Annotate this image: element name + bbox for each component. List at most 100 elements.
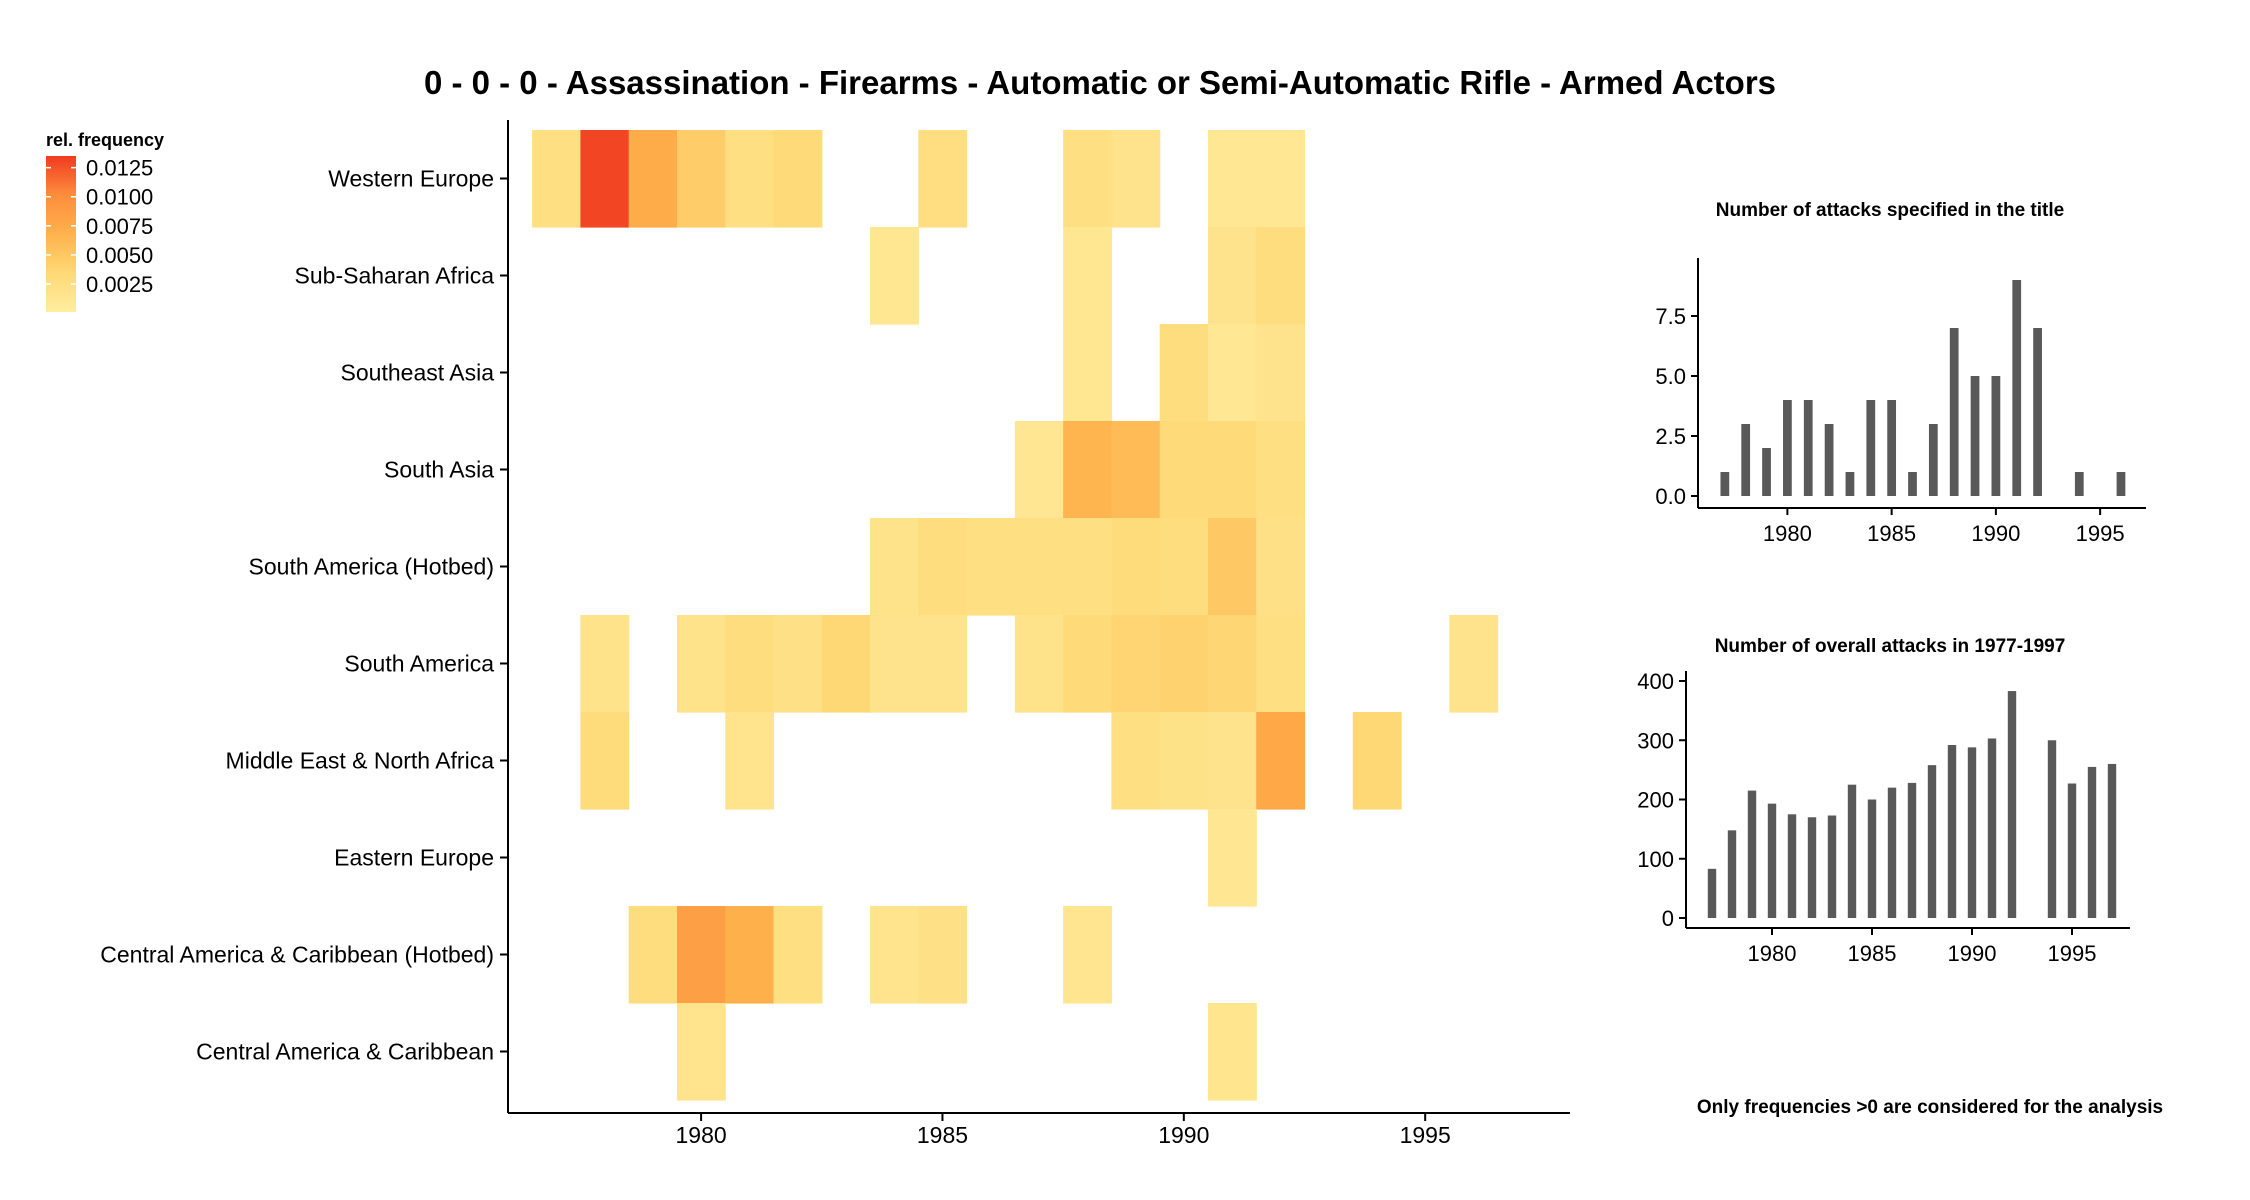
heatmap-cell-south-america-hotbed-1990 [1159,518,1209,616]
heatmap-x-tick-labels: 1980 1985 1990 1995 [676,1122,1451,1148]
attacks-specified-bar-1987 [1928,424,1938,496]
heatmap-cell-south-america-1985 [918,615,968,713]
heatmap-cell-south-america-hotbed-1985 [918,518,968,616]
overall-attacks-bar-1988 [1927,765,1937,918]
heatmap-cell-eastern-europe-1991 [1207,809,1257,907]
attacks-specified-bar-1981 [1803,400,1813,496]
heatmap-cell-central-america-caribbean-hotbed-1988 [1063,906,1113,1004]
overall-attacks-bar-1979 [1747,790,1757,918]
attacks-specified-bar-1986 [1908,472,1917,496]
heatmap-cell-south-america-hotbed-1991 [1207,518,1257,616]
overall-attacks-bar-1986 [1887,787,1897,918]
overall-attacks-x-tick-label: 1985 [1848,941,1897,966]
row-label-central-america-caribbean-hotbed: Central America & Caribbean (Hotbed) [100,942,494,968]
overall-attacks-bar-1991 [1987,738,1997,918]
attacks-specified-bar-1983 [1845,472,1855,496]
heatmap-cell-central-america-caribbean-hotbed-1980 [676,906,726,1004]
heatmap-cell-south-america-1996 [1449,615,1499,713]
overall-attacks-bar-1989 [1947,744,1957,918]
overall-attacks-y-tick-label: 0 [1662,906,1674,931]
heatmap-cell-middle-east-north-africa-1981 [725,712,775,810]
heatmap-cell-southeast-asia-1990 [1159,324,1209,422]
overall-attacks-bar-1997 [2107,763,2117,918]
attacks-specified-y-tick-label: 2.5 [1655,424,1686,449]
overall-attacks-bar-1978 [1727,830,1737,918]
heatmap-cell-south-america-1991 [1207,615,1257,713]
heatmap-cell-central-america-caribbean-1980 [676,1003,726,1101]
row-label-western-europe: Western Europe [328,166,494,192]
attacks-specified-y-tick-label: 7.5 [1655,304,1686,329]
chart-title: 0 - 0 - 0 - Assassination - Firearms - A… [424,64,1776,101]
heatmap-x-tick-label: 1995 [1400,1122,1451,1148]
attacks-specified-x-tick-label: 1980 [1763,521,1812,546]
overall-attacks-bar-1985 [1867,799,1877,918]
attacks-specified-bar-1991 [2012,280,2022,496]
attacks-specified-bar-1992 [2033,328,2042,496]
heatmap-cell-central-america-caribbean-1991 [1207,1003,1257,1101]
overall-attacks-bar-1996 [2087,766,2097,918]
heatmap-cell-south-america-hotbed-1988 [1063,518,1113,616]
attacks-specified-bar-1977 [1720,472,1730,496]
row-label-south-america-hotbed: South America (Hotbed) [249,554,494,580]
heatmap-cell-western-europe-1981 [725,130,775,228]
overall-attacks-y-tick-label: 400 [1637,669,1674,694]
heatmap-cell-western-europe-1979 [628,130,678,228]
overall-attacks-y-tick-label: 200 [1637,788,1674,813]
heatmap-cell-south-america-1982 [773,615,823,713]
attacks-specified-bar-1982 [1824,424,1834,496]
overall-attacks-x-tick-label: 1980 [1748,941,1797,966]
heatmap-cell-south-america-hotbed-1989 [1111,518,1161,616]
row-label-eastern-europe: Eastern Europe [334,845,494,871]
heatmap-cells [532,130,1499,1101]
heatmap-cell-south-america-1981 [725,615,775,713]
heatmap-cell-south-asia-1989 [1111,421,1161,519]
heatmap-cell-south-america-hotbed-1987 [1014,518,1064,616]
heatmap-cell-south-asia-1988 [1063,421,1113,519]
legend-tick-label: 0.0075 [86,214,153,239]
legend-title: rel. frequency [46,130,164,150]
attacks-specified-bar-1979 [1762,448,1771,496]
legend-ticks: 0.0125 0.0100 0.0075 0.0050 0.0025 [46,156,153,297]
attacks-specified-y-tick-label: 0.0 [1655,484,1686,509]
heatmap-y-tick-labels: Western Europe Sub-Saharan Africa Southeas… [100,166,494,1065]
legend-tick-label: 0.0125 [86,156,153,181]
overall-attacks-bar-1982 [1807,817,1817,918]
overall-attacks-bar-1992 [2007,691,2017,918]
heatmap-cell-central-america-caribbean-hotbed-1985 [918,906,968,1004]
heatmap-cell-western-europe-1982 [773,130,823,228]
heatmap-cell-southeast-asia-1992 [1256,324,1306,422]
row-label-south-asia: South Asia [384,457,494,483]
heatmap-cell-central-america-caribbean-hotbed-1982 [773,906,823,1004]
heatmap-cell-sub-saharan-africa-1991 [1207,227,1257,325]
attacks-specified-bar-1978 [1741,424,1751,496]
heatmap-x-tick-label: 1990 [1158,1122,1209,1148]
heatmap-cell-western-europe-1978 [580,130,630,228]
heatmap-cell-middle-east-north-africa-1978 [580,712,630,810]
heatmap-cell-middle-east-north-africa-1994 [1352,712,1402,810]
heatmap-cell-south-america-1989 [1111,615,1161,713]
heatmap-cell-south-america-1987 [1014,615,1064,713]
overall-attacks-bar-1994 [2047,740,2057,918]
overall-attacks-bar-1995 [2067,783,2077,918]
overall-attacks-bar-1983 [1827,815,1837,918]
attacks-specified-bar-1980 [1783,400,1792,496]
heatmap-cell-western-europe-1989 [1111,130,1161,228]
heatmap-cell-south-america-1992 [1256,615,1306,713]
overall-attacks-chart-title: Number of overall attacks in 1977-1997 [1715,636,2066,657]
row-label-southeast-asia: Southeast Asia [341,360,495,386]
heatmap-cell-middle-east-north-africa-1992 [1256,712,1306,810]
heatmap-cell-western-europe-1977 [532,130,582,228]
heatmap-cell-middle-east-north-africa-1991 [1207,712,1257,810]
heatmap-cell-western-europe-1985 [918,130,968,228]
heatmap-x-tick-label: 1985 [917,1122,968,1148]
legend-colorbar [46,156,76,312]
heatmap-axes [500,120,1570,1121]
heatmap-cell-sub-saharan-africa-1984 [870,227,919,325]
heatmap-cell-south-america-1988 [1063,615,1113,713]
heatmap-cell-southeast-asia-1988 [1063,324,1113,422]
attacks-specified-chart: 0.0 2.5 5.0 7.5 1980 1985 1990 1995 [1655,258,2146,546]
attacks-specified-x-tick-label: 1995 [2076,521,2125,546]
heatmap-cell-western-europe-1980 [676,130,726,228]
overall-attacks-x-tick-label: 1990 [1948,941,1997,966]
